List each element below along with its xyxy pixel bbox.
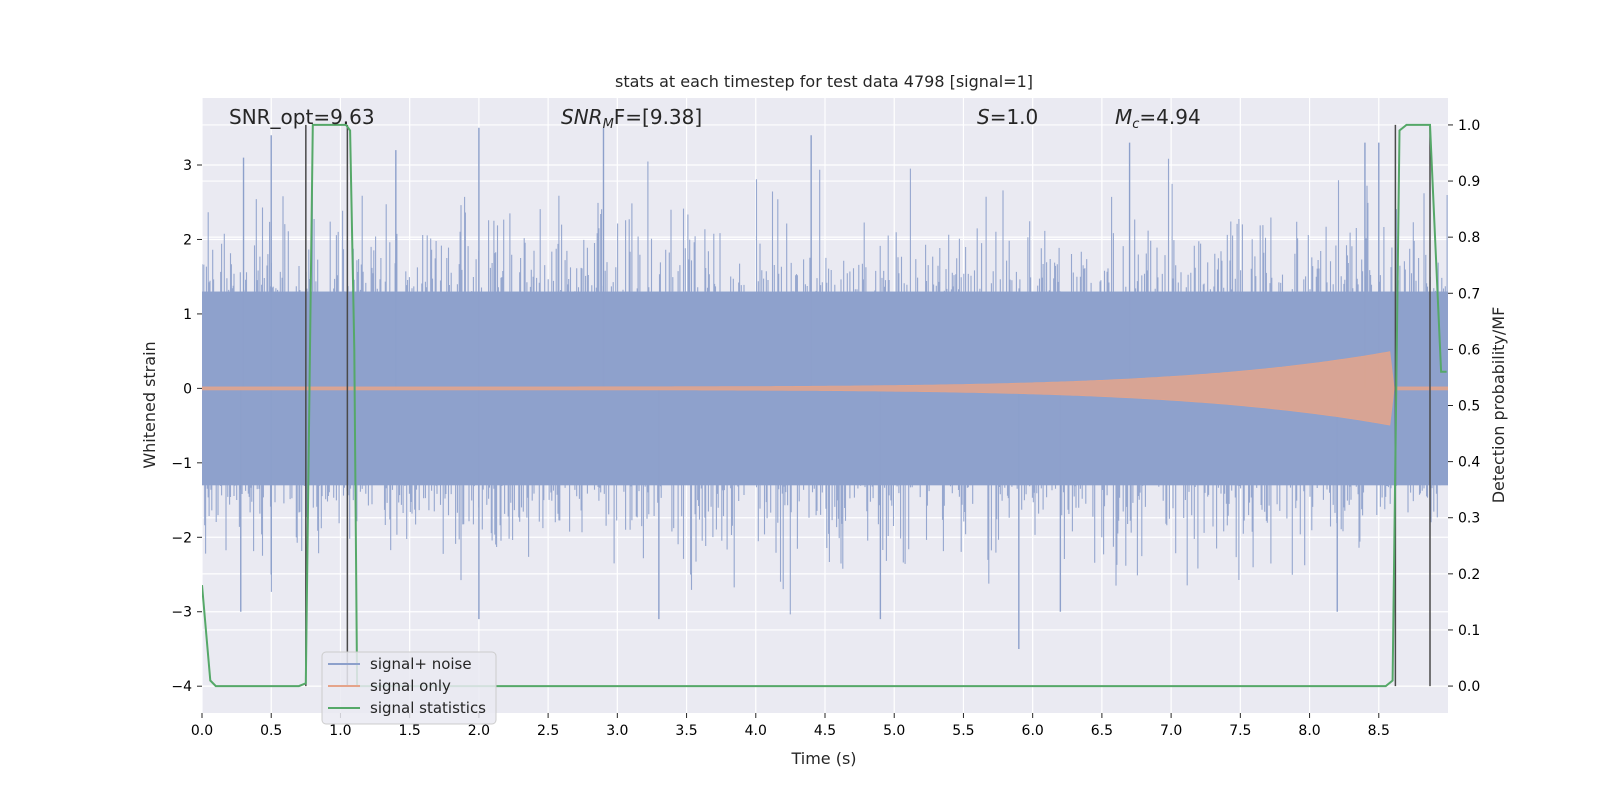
y2-tick-label: 0.8	[1458, 230, 1480, 246]
x-tick-label: 2.5	[537, 723, 559, 739]
legend-label-signal-statistics: signal statistics	[370, 699, 486, 717]
y-tick-label: 0	[183, 381, 192, 397]
x-tick-label: 4.0	[745, 723, 767, 739]
annotation-s-main: S	[977, 105, 990, 129]
y2-tick-label: 0.6	[1458, 342, 1480, 358]
y-axis-label: Whitened strain	[140, 341, 159, 468]
legend-box	[321, 651, 497, 725]
annotation-s-rest: =1.0	[990, 105, 1039, 129]
y2-tick-label: 0.5	[1458, 399, 1480, 415]
y-tick-label: 2	[183, 232, 192, 248]
x-tick-label: 0.5	[260, 723, 282, 739]
y2-axis-label: Detection probability/MF	[1489, 307, 1508, 504]
signal-statistics-line	[202, 123, 1447, 688]
annotation-snr-mf-sub: M	[603, 117, 614, 132]
legend: signal+ noise signal only signal statist…	[321, 651, 497, 725]
x-tick-label: 7.0	[1160, 723, 1182, 739]
x-tick-label: 7.5	[1229, 723, 1251, 739]
y-tick-label: −2	[171, 530, 192, 546]
y2-axis-ticks: 1.0 0.9 0.8 0.7 0.6 0.5 0.4 0.3 0.2 0.1 0.0	[1448, 118, 1480, 695]
y2-tick-label: 0.0	[1458, 679, 1480, 695]
legend-label-signal-only: signal only	[370, 677, 451, 695]
x-tick-label: 5.5	[952, 723, 974, 739]
x-axis-label: Time (s)	[790, 749, 856, 768]
y2-tick-label: 0.9	[1458, 174, 1480, 190]
y-tick-label: 3	[183, 158, 192, 174]
y-tick-label: 1	[183, 307, 192, 323]
annotation-snr-mf: SNRMF=[9.38]	[561, 105, 702, 132]
x-axis-ticks: 0.0 0.5 1.0 1.5 2.0 2.5 3.0 3.5 4.0 4.5 5.0 5.5 6.0 6…	[191, 713, 1390, 739]
x-tick-label: 0.0	[191, 723, 213, 739]
y2-tick-label: 0.2	[1458, 567, 1480, 583]
legend-label-signal-noise: signal+ noise	[370, 655, 472, 673]
x-tick-label: 8.5	[1368, 723, 1390, 739]
annotation-mc-sub: c	[1132, 117, 1139, 132]
x-tick-label: 6.5	[1091, 723, 1113, 739]
x-tick-label: 5.0	[883, 723, 905, 739]
y2-tick-label: 0.1	[1458, 623, 1480, 639]
annotation-mc-main: M	[1115, 105, 1132, 129]
y2-tick-label: 0.7	[1458, 286, 1480, 302]
y2-tick-label: 1.0	[1458, 118, 1480, 134]
y-tick-label: −4	[171, 679, 192, 695]
x-tick-label: 8.0	[1298, 723, 1320, 739]
plot-content	[202, 123, 1448, 688]
annotation-mc: Mc=4.94	[1115, 105, 1201, 132]
annotation-snr-mf-rest: F=[9.38]	[614, 105, 702, 129]
y2-tick-label: 0.3	[1458, 511, 1480, 527]
annotation-snr-opt: SNR_opt=9.63	[229, 105, 375, 129]
y2-tick-label: 0.4	[1458, 455, 1480, 471]
x-tick-label: 4.5	[814, 723, 836, 739]
signal-only-trace	[202, 351, 1448, 426]
annotation-s: S=1.0	[977, 105, 1038, 129]
x-tick-label: 6.0	[1022, 723, 1044, 739]
y-tick-label: −1	[171, 456, 192, 472]
x-tick-label: 3.5	[675, 723, 697, 739]
annotation-snr-mf-main: SNR	[561, 105, 603, 129]
x-tick-label: 3.0	[606, 723, 628, 739]
y-tick-label: −3	[171, 605, 192, 621]
chart-title: stats at each timestep for test data 479…	[615, 72, 1033, 91]
x-tick-label: 2.0	[468, 723, 490, 739]
y-axis-ticks: 3 2 1 0 −1 −2 −3 −4	[171, 158, 202, 695]
x-tick-label: 1.0	[329, 723, 351, 739]
x-tick-label: 1.5	[399, 723, 421, 739]
annotation-mc-rest: =4.94	[1139, 105, 1200, 129]
